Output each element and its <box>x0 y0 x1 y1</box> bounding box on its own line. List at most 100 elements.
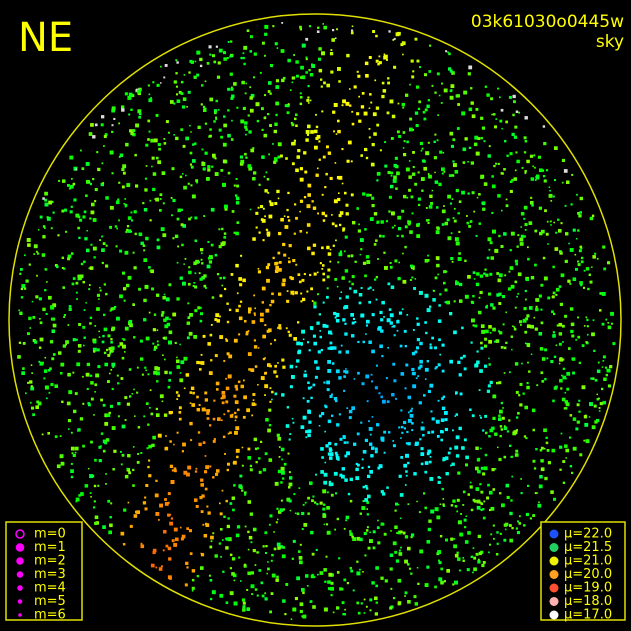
star <box>164 370 168 375</box>
star <box>163 138 166 140</box>
star <box>342 318 346 322</box>
star <box>574 253 577 256</box>
star <box>408 567 412 570</box>
star <box>488 248 491 251</box>
star <box>425 219 429 222</box>
star <box>132 132 136 137</box>
star <box>50 383 54 387</box>
star <box>44 385 49 390</box>
star <box>189 421 193 426</box>
star <box>335 456 340 460</box>
star <box>403 140 406 143</box>
star <box>392 178 397 183</box>
star <box>369 609 372 612</box>
star <box>523 217 526 220</box>
star <box>82 444 85 448</box>
star <box>162 202 165 205</box>
star <box>121 344 126 349</box>
star <box>489 380 493 384</box>
star <box>300 342 303 346</box>
star <box>30 386 35 391</box>
sky-label: μ=22.0 <box>564 527 612 542</box>
star <box>268 458 273 462</box>
star <box>497 162 500 165</box>
star <box>438 561 442 565</box>
star <box>452 160 455 163</box>
star <box>314 501 317 504</box>
star <box>80 262 84 266</box>
star <box>371 196 375 200</box>
star <box>311 300 314 302</box>
star <box>60 362 65 367</box>
star <box>275 113 278 117</box>
star <box>408 188 412 192</box>
star <box>352 537 357 541</box>
star <box>416 346 420 350</box>
star <box>517 520 519 523</box>
star <box>247 500 252 504</box>
star <box>94 188 98 192</box>
star <box>512 113 515 117</box>
star <box>390 137 394 140</box>
star <box>326 530 331 535</box>
star <box>210 597 213 601</box>
star <box>244 125 248 129</box>
star <box>381 438 385 442</box>
star <box>186 106 188 108</box>
star <box>498 273 503 278</box>
star <box>364 61 369 66</box>
star <box>469 220 473 223</box>
star <box>121 167 125 171</box>
star <box>429 346 433 350</box>
star <box>407 461 410 465</box>
star <box>318 414 322 418</box>
star <box>398 311 403 315</box>
star <box>383 451 386 454</box>
star <box>484 85 487 88</box>
star <box>415 377 418 380</box>
star <box>455 454 460 458</box>
star <box>67 419 72 423</box>
star <box>228 354 233 359</box>
star <box>541 357 546 361</box>
star <box>492 524 495 527</box>
star <box>341 148 344 151</box>
star <box>294 203 297 206</box>
star <box>468 107 473 112</box>
star <box>120 450 122 453</box>
star <box>343 306 347 310</box>
star <box>590 377 593 380</box>
star <box>544 378 547 381</box>
star <box>136 461 140 464</box>
star <box>436 206 439 209</box>
star <box>51 200 54 203</box>
star <box>545 436 548 439</box>
star <box>558 322 563 327</box>
star <box>386 58 388 61</box>
star <box>594 252 597 255</box>
star <box>377 63 380 66</box>
star <box>103 145 105 147</box>
star <box>168 340 172 345</box>
star <box>583 286 586 289</box>
star <box>242 56 245 60</box>
star <box>244 493 247 496</box>
star <box>141 373 144 376</box>
star <box>266 278 270 283</box>
star <box>448 67 452 71</box>
star <box>293 54 295 56</box>
star <box>366 193 370 197</box>
star <box>462 147 467 152</box>
star <box>305 71 308 74</box>
star <box>262 468 267 472</box>
star <box>295 113 298 116</box>
star <box>70 469 74 473</box>
star <box>236 221 240 224</box>
star <box>250 368 255 372</box>
star <box>470 341 473 344</box>
star <box>405 453 409 458</box>
star <box>109 225 112 229</box>
star <box>329 452 334 457</box>
star <box>511 455 514 458</box>
star <box>379 149 382 152</box>
